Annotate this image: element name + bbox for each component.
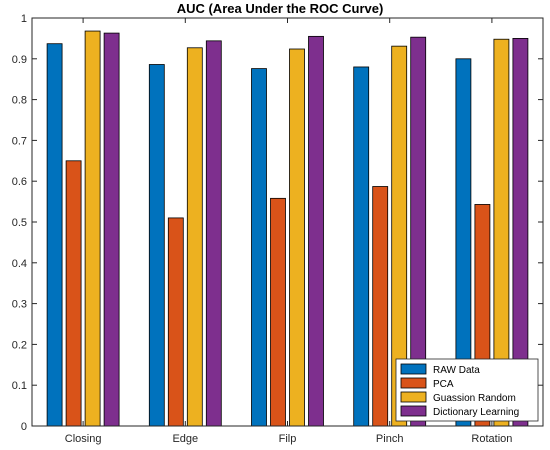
legend-swatch: [400, 377, 427, 389]
y-tick-label: 0: [21, 421, 27, 433]
bar-raw-data-edge: [148, 64, 165, 427]
bars-group: [46, 30, 529, 427]
x-tick-label: Filp: [279, 433, 297, 445]
y-tick-label: 0.9: [12, 54, 27, 66]
x-axis: Closing Edge Filp Pinch Rotation: [65, 18, 512, 445]
y-tick-label: 0.5: [12, 217, 27, 229]
bar-guassion-random-filp: [289, 48, 305, 427]
bar-guassion-random-edge: [186, 47, 203, 427]
bar-dictionary-learning-closing: [103, 32, 120, 427]
legend-swatch: [400, 363, 427, 375]
legend: RAW Data PCA Guassion Random Dictionary Lea…: [395, 358, 539, 422]
x-tick-label: Closing: [65, 433, 102, 445]
bar-pca-filp: [270, 197, 286, 427]
plot-frame: [31, 17, 544, 427]
y-axis: 0 0.1 0.2 0.3 0.4 0.5 0.6 0.7 0.8 0.9 1: [12, 13, 543, 433]
legend-label: Guassion Random: [433, 393, 516, 404]
x-tick-label: Rotation: [471, 433, 512, 445]
y-tick-label: 0.2: [12, 339, 27, 351]
y-tick-label: 0.1: [12, 380, 27, 392]
legend-label: RAW Data: [433, 365, 480, 376]
bar-dictionary-learning-edge: [205, 40, 222, 427]
bar-dictionary-learning-filp: [308, 35, 324, 427]
bar-raw-data-pinch: [353, 66, 370, 427]
y-tick-label: 0.3: [12, 299, 27, 311]
bar-pca-edge: [167, 217, 184, 427]
x-tick-label: Edge: [172, 433, 198, 445]
x-tick-label: Pinch: [376, 433, 404, 445]
legend-swatch: [400, 391, 427, 403]
bar-pca-pinch: [372, 186, 389, 427]
y-tick-label: 0.6: [12, 176, 27, 188]
bar-pca-closing: [65, 160, 82, 427]
bar-guassion-random-closing: [84, 30, 101, 427]
bar-raw-data-closing: [46, 43, 63, 427]
y-tick-label: 0.7: [12, 135, 27, 147]
legend-swatch: [400, 405, 427, 417]
legend-label: Dictionary Learning: [433, 407, 519, 418]
y-tick-label: 1: [21, 13, 27, 25]
y-tick-label: 0.8: [12, 95, 27, 107]
y-tick-label: 0.4: [12, 258, 27, 270]
chart-title: AUC (Area Under the ROC Curve): [177, 1, 384, 16]
bar-raw-data-filp: [251, 68, 267, 427]
legend-label: PCA: [433, 379, 454, 390]
